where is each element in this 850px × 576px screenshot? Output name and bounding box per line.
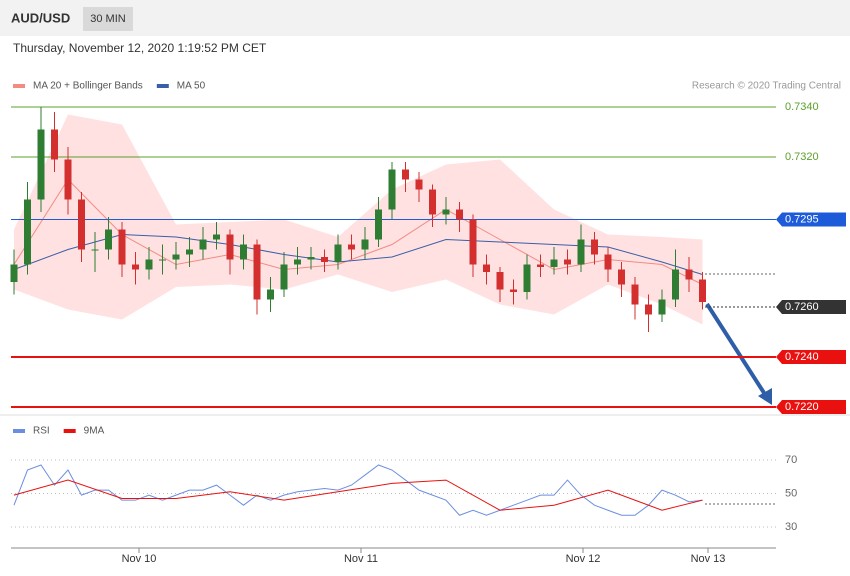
candle-body: [159, 259, 166, 261]
candle-body: [618, 269, 625, 285]
candle-body: [118, 229, 126, 265]
level-tag: [776, 212, 846, 227]
legend-label: MA 50: [177, 81, 206, 92]
rsi-line: [13, 464, 703, 516]
legend-swatch: [156, 84, 169, 88]
candle-body: [294, 259, 301, 265]
candle-body: [685, 269, 693, 280]
candle-body: [672, 269, 679, 300]
timestamp: Thursday, November 12, 2020 1:19:52 PM C…: [13, 41, 267, 55]
candle-body: [388, 169, 396, 210]
time-label: Nov 11: [344, 553, 378, 565]
candle-body: [213, 234, 220, 240]
candle-body: [37, 129, 45, 200]
candle-body: [577, 239, 585, 265]
candle-body: [537, 264, 544, 267]
header-bar: [0, 0, 850, 36]
candle-body: [226, 234, 234, 260]
candle-body: [429, 189, 436, 215]
timeframe: 30 MIN: [90, 13, 126, 25]
level-label: 0.7340: [785, 101, 819, 113]
candle-body: [442, 209, 450, 215]
level-label: 0.7220: [785, 401, 819, 413]
timeframe-box: [83, 7, 133, 31]
symbol: AUD/USD: [11, 10, 70, 25]
candle-body: [564, 259, 571, 265]
candle-body: [469, 219, 477, 265]
candle-body: [523, 264, 531, 292]
candle-body: [402, 169, 409, 180]
candle-body: [145, 259, 153, 270]
candle-body: [24, 199, 31, 265]
projection-arrow: [705, 302, 768, 398]
candle-body: [132, 264, 139, 270]
level-tag: [776, 400, 846, 414]
level-tag: [776, 350, 846, 364]
candle-body: [510, 289, 517, 292]
legend-swatch: [13, 84, 25, 88]
candle-body: [64, 159, 72, 200]
candle-body: [91, 249, 99, 251]
candle-body: [253, 244, 261, 300]
candle-body: [631, 284, 639, 305]
candle-body: [105, 229, 112, 250]
candle-body: [645, 304, 652, 315]
y-tick-label: 50: [785, 487, 797, 499]
candle-body: [334, 244, 342, 262]
candle-body: [307, 257, 315, 260]
legend-swatch: [63, 429, 76, 433]
candle-body: [456, 209, 463, 220]
candle-body: [699, 279, 706, 302]
candle-body: [51, 129, 58, 160]
candle-body: [591, 239, 598, 255]
credit: Research © 2020 Trading Central: [692, 81, 841, 92]
candle-body: [483, 264, 490, 272]
candle-body: [550, 259, 558, 267]
candle-body: [604, 254, 612, 270]
candle-body: [658, 299, 666, 315]
y-tick-label: 70: [785, 454, 797, 466]
y-tick-label: 30: [785, 521, 797, 533]
legend-swatch: [13, 429, 25, 433]
candle-body: [186, 249, 193, 255]
level-label: 0.7295: [785, 213, 819, 225]
candle-body: [415, 179, 423, 190]
legend-label: MA 20 + Bollinger Bands: [33, 81, 143, 92]
level-label: 0.7320: [785, 151, 819, 163]
candle-body: [78, 199, 85, 250]
candle-body: [348, 244, 355, 250]
candle-body: [10, 264, 18, 282]
legend-label: 9MA: [84, 426, 105, 437]
candle-body: [375, 209, 382, 240]
candle-body: [361, 239, 369, 250]
candle-body: [267, 289, 274, 300]
level-tag: [776, 300, 846, 314]
time-label: Nov 13: [691, 553, 726, 565]
ma-line: [13, 479, 703, 511]
candle-body: [496, 272, 504, 290]
level-label: 0.7240: [785, 351, 819, 363]
candle-body: [321, 257, 328, 262]
time-label: Nov 12: [566, 553, 601, 565]
legend-label: RSI: [33, 426, 50, 437]
candle-body: [240, 244, 247, 260]
level-label: 0.7260: [785, 301, 819, 313]
time-label: Nov 10: [122, 553, 157, 565]
arrow-head: [758, 388, 772, 405]
candle-body: [199, 239, 207, 250]
candle-body: [280, 264, 288, 290]
candle-body: [172, 254, 180, 260]
